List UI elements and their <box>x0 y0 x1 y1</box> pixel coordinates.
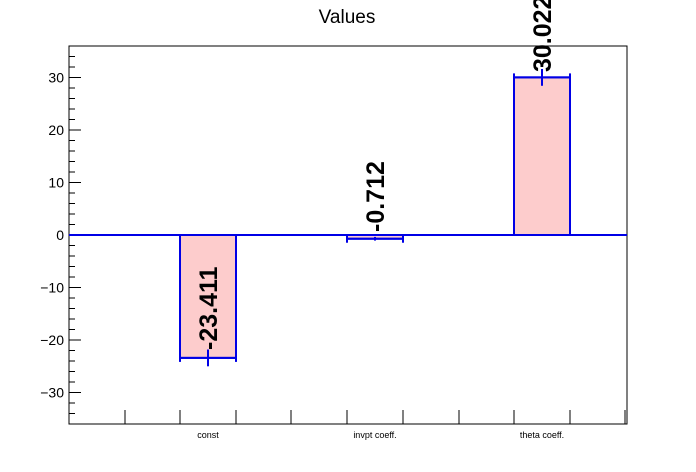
y-tick-label: 20 <box>48 122 64 138</box>
x-category-label: theta coeff. <box>520 430 564 440</box>
value-label: 30.022 <box>529 0 557 72</box>
value-label: -0.712 <box>362 161 390 232</box>
value-label: -23.411 <box>195 266 223 350</box>
y-tick-label: 10 <box>48 175 64 191</box>
y-tick-label: −30 <box>40 385 64 401</box>
x-category-label: const <box>197 430 219 440</box>
y-tick-label: 0 <box>56 227 64 243</box>
chart-title: Values <box>319 7 376 28</box>
x-category-label: invpt coeff. <box>353 430 396 440</box>
bar-2 <box>513 76 571 236</box>
y-tick-label: −10 <box>40 280 64 296</box>
y-tick-label: −20 <box>40 332 64 348</box>
y-tick-label: 30 <box>48 70 64 86</box>
